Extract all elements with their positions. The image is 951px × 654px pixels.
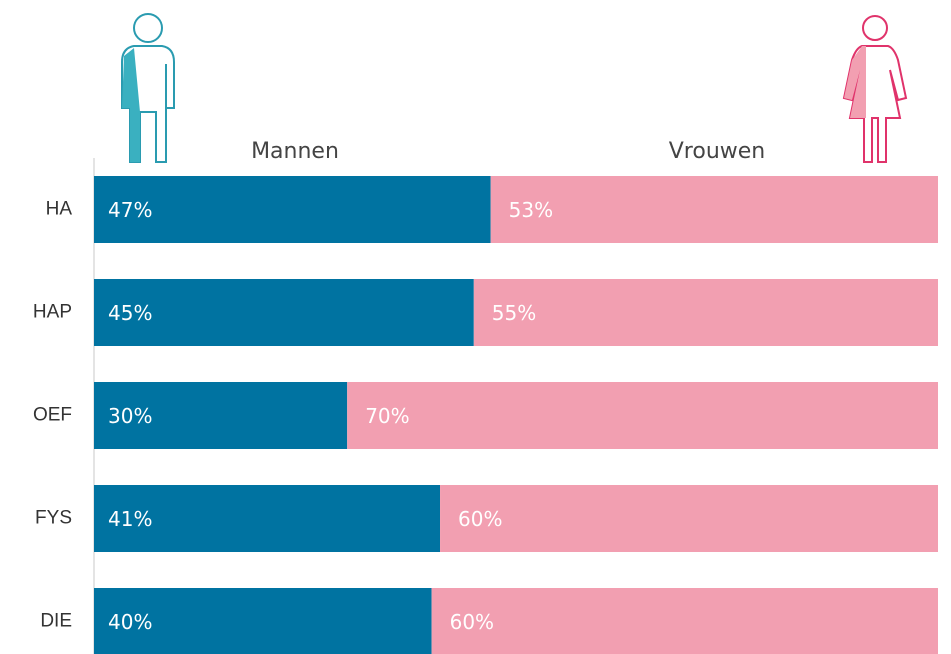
legend-label: Vrouwen: [669, 139, 766, 164]
category-label: HA: [46, 199, 73, 220]
category-label: FYS: [35, 508, 72, 529]
value-label: 53%: [509, 198, 553, 222]
bar-segment: [94, 176, 491, 243]
value-label: 70%: [365, 404, 409, 428]
woman-icon: [842, 15, 908, 163]
category-label: HAP: [33, 302, 72, 323]
value-label: 47%: [108, 198, 152, 222]
bar-segment: [473, 279, 938, 346]
bar-segment: [94, 382, 348, 449]
man-icon: [121, 13, 175, 163]
value-label: 60%: [450, 610, 494, 634]
value-label: 45%: [108, 301, 152, 325]
bar-segment: [94, 588, 432, 654]
bar-segment: [490, 176, 938, 243]
value-label: 40%: [108, 610, 152, 634]
bar-segment: [431, 588, 938, 654]
bar-segment: [94, 279, 474, 346]
value-label: 60%: [458, 507, 502, 531]
plot-area: [94, 176, 938, 654]
bar-segment: [347, 382, 938, 449]
legend-label: Mannen: [251, 139, 339, 164]
value-label: 55%: [492, 301, 536, 325]
value-label: 30%: [108, 404, 152, 428]
category-label: DIE: [40, 611, 72, 632]
value-label: 41%: [108, 507, 152, 531]
category-label: OEF: [33, 405, 72, 426]
bar-segment: [440, 485, 938, 552]
bar-segment: [94, 485, 441, 552]
